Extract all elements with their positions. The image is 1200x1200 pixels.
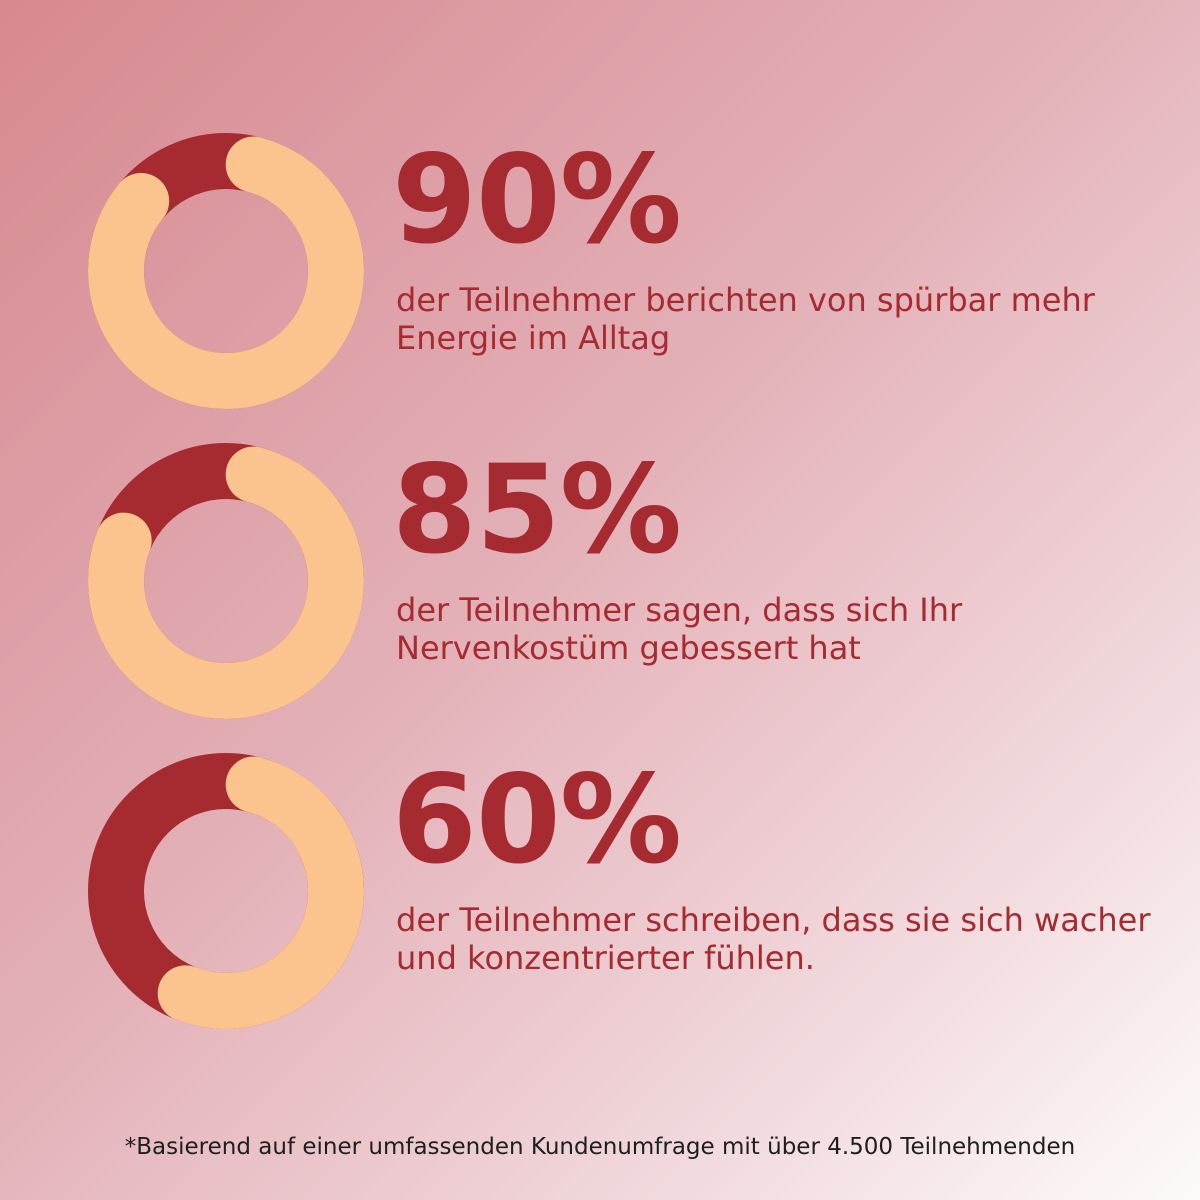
stat-description: der Teilnehmer schreiben, dass sie sich … <box>396 901 1151 977</box>
donut-value-slice <box>88 133 364 409</box>
donut-chart <box>88 443 364 719</box>
donut-chart <box>88 133 364 409</box>
donut-value-slice <box>88 443 364 719</box>
stat-row-nerves: 85% der Teilnehmer sagen, dass sich Ihr … <box>0 441 1200 721</box>
stat-description: der Teilnehmer berichten von spürbar meh… <box>396 281 1095 357</box>
donut-chart <box>88 753 364 1029</box>
stat-description: der Teilnehmer sagen, dass sich Ihr Nerv… <box>396 591 963 667</box>
donut-value-slice <box>88 753 364 1029</box>
stat-row-energy: 90% der Teilnehmer berichten von spürbar… <box>0 131 1200 411</box>
stat-value: 85% <box>392 439 682 581</box>
footnote: *Basierend auf einer umfassenden Kundenu… <box>124 1134 1076 1160</box>
stat-value: 90% <box>392 129 682 271</box>
stat-value: 60% <box>392 749 682 891</box>
stat-row-focus: 60% der Teilnehmer schreiben, dass sie s… <box>0 751 1200 1031</box>
